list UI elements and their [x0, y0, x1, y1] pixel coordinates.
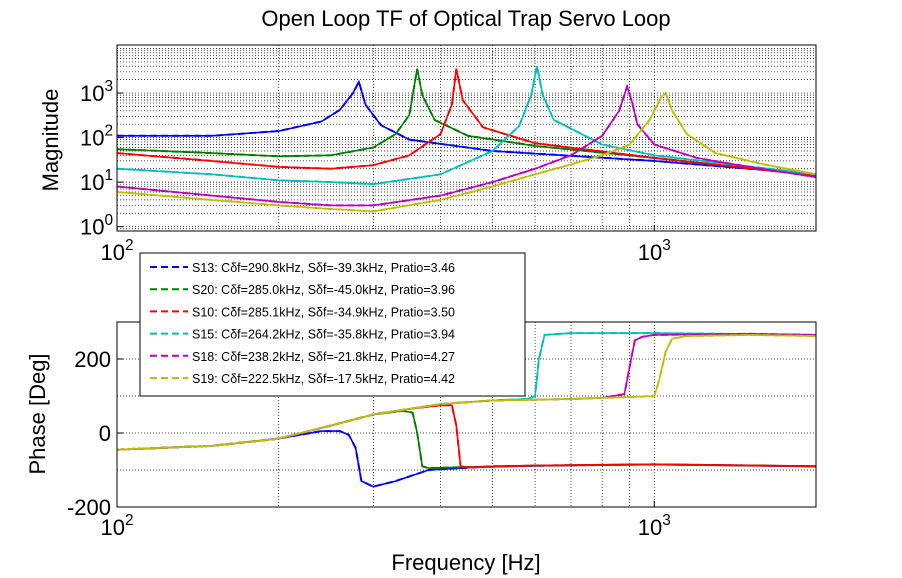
chart-title: Open Loop TF of Optical Trap Servo Loop	[261, 6, 670, 31]
magnitude-y-tick-label: 101	[80, 167, 113, 195]
legend-entry-label: S18: Cδf=238.2kHz, Sδf=-21.8kHz, Pratio=…	[192, 350, 455, 364]
magnitude-x-tick-label: 103	[638, 237, 671, 265]
magnitude-y-tick-label: 100	[80, 212, 113, 240]
magnitude-line-model-s20	[116, 68, 817, 177]
phase-x-tick-label: 102	[100, 512, 133, 540]
magnitude-line-model-s19	[116, 91, 817, 213]
magnitude-line-model-s15	[116, 66, 817, 186]
magnitude-y-tick-label: 102	[80, 123, 113, 151]
frequency-axis-label: Frequency [Hz]	[391, 550, 540, 575]
legend: S13: Cδf=290.8kHz, Sδf=-39.3kHz, Pratio=…	[139, 252, 526, 397]
phase-y-tick-label: 200	[74, 347, 111, 372]
legend-entry-label: S20: Cδf=285.0kHz, Sδf=-45.0kHz, Pratio=…	[192, 283, 455, 297]
legend-entry-label: S15: Cδf=264.2kHz, Sδf=-35.8kHz, Pratio=…	[192, 328, 455, 342]
phase-y-tick-label: -200	[67, 495, 111, 520]
legend-box	[139, 252, 526, 397]
phase-y-tick-label: 0	[99, 421, 111, 446]
legend-entry-label: S19: Cδf=222.5kHz, Sδf=-17.5kHz, Pratio=…	[192, 372, 455, 386]
magnitude-plot: 100 101 102 103 102 103 Magnitude	[38, 44, 817, 265]
phase-plot: -200 0 200 102 103 Phase [Deg]	[25, 321, 817, 540]
phase-axis-label: Phase [Deg]	[25, 353, 50, 474]
phase-x-tick-label: 103	[638, 512, 671, 540]
magnitude-line-model-s10	[116, 68, 817, 177]
legend-entry-label: S13: Cδf=290.8kHz, Sδf=-39.3kHz, Pratio=…	[192, 261, 455, 275]
magnitude-y-tick-label: 103	[80, 78, 113, 106]
legend-entry-label: S10: Cδf=285.1kHz, Sδf=-34.9kHz, Pratio=…	[192, 305, 455, 319]
magnitude-line-model-s18	[116, 84, 817, 207]
phase-line-model-s19	[116, 334, 817, 451]
magnitude-x-tick-label: 102	[100, 237, 133, 265]
magnitude-axis-label: Magnitude	[38, 89, 63, 192]
